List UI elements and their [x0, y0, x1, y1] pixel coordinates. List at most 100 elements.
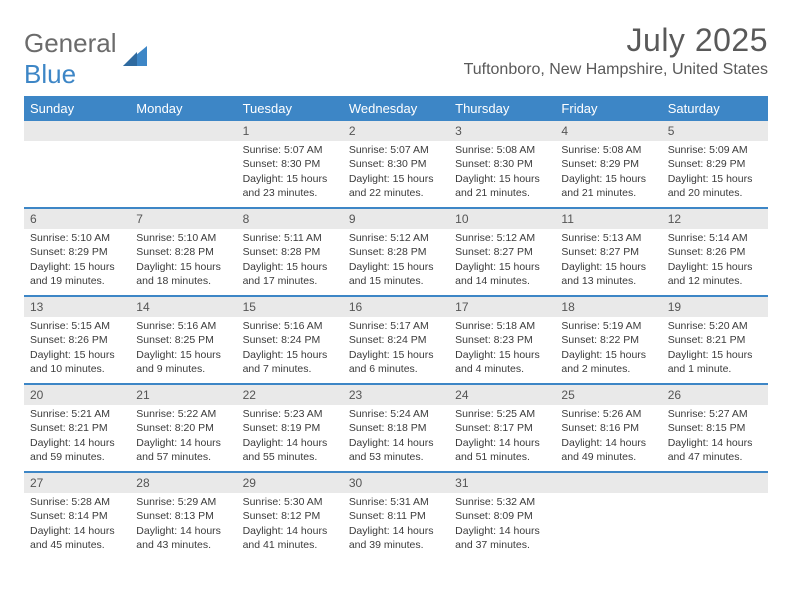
title-block: July 2025 Tuftonboro, New Hampshire, Uni…: [464, 22, 768, 79]
sunrise-text: Sunrise: 5:31 AM: [349, 495, 443, 509]
sunset-text: Sunset: 8:22 PM: [561, 333, 655, 347]
logo: General Blue: [24, 22, 149, 90]
sunrise-text: Sunrise: 5:16 AM: [136, 319, 230, 333]
cell-body: Sunrise: 5:22 AMSunset: 8:20 PMDaylight:…: [130, 405, 236, 468]
day-number: 10: [449, 209, 555, 229]
cell-body: [130, 141, 236, 147]
day-number: 20: [24, 385, 130, 405]
daylight-text: Daylight: 15 hours and 17 minutes.: [243, 260, 337, 288]
daylight-text: Daylight: 14 hours and 41 minutes.: [243, 524, 337, 552]
cell-body: Sunrise: 5:11 AMSunset: 8:28 PMDaylight:…: [237, 229, 343, 292]
day-header-thu: Thursday: [449, 96, 555, 121]
sunrise-text: Sunrise: 5:16 AM: [243, 319, 337, 333]
sunset-text: Sunset: 8:28 PM: [243, 245, 337, 259]
calendar-cell: 22Sunrise: 5:23 AMSunset: 8:19 PMDayligh…: [237, 385, 343, 471]
sunset-text: Sunset: 8:21 PM: [668, 333, 762, 347]
sunrise-text: Sunrise: 5:09 AM: [668, 143, 762, 157]
cell-body: Sunrise: 5:20 AMSunset: 8:21 PMDaylight:…: [662, 317, 768, 380]
day-number: 3: [449, 121, 555, 141]
day-header-mon: Monday: [130, 96, 236, 121]
cell-body: Sunrise: 5:29 AMSunset: 8:13 PMDaylight:…: [130, 493, 236, 556]
daylight-text: Daylight: 15 hours and 14 minutes.: [455, 260, 549, 288]
daylight-text: Daylight: 14 hours and 39 minutes.: [349, 524, 443, 552]
cell-body: Sunrise: 5:16 AMSunset: 8:24 PMDaylight:…: [237, 317, 343, 380]
calendar-cell: 11Sunrise: 5:13 AMSunset: 8:27 PMDayligh…: [555, 209, 661, 295]
day-number: 15: [237, 297, 343, 317]
sunrise-text: Sunrise: 5:24 AM: [349, 407, 443, 421]
cell-body: Sunrise: 5:10 AMSunset: 8:29 PMDaylight:…: [24, 229, 130, 292]
cell-body: Sunrise: 5:10 AMSunset: 8:28 PMDaylight:…: [130, 229, 236, 292]
day-number: 7: [130, 209, 236, 229]
cell-body: Sunrise: 5:08 AMSunset: 8:30 PMDaylight:…: [449, 141, 555, 204]
sunrise-text: Sunrise: 5:30 AM: [243, 495, 337, 509]
sunset-text: Sunset: 8:28 PM: [136, 245, 230, 259]
cell-body: Sunrise: 5:21 AMSunset: 8:21 PMDaylight:…: [24, 405, 130, 468]
daylight-text: Daylight: 15 hours and 21 minutes.: [561, 172, 655, 200]
logo-text-2: Blue: [24, 59, 76, 89]
daylight-text: Daylight: 15 hours and 10 minutes.: [30, 348, 124, 376]
daylight-text: Daylight: 14 hours and 59 minutes.: [30, 436, 124, 464]
calendar-cell: [555, 473, 661, 559]
cell-body: Sunrise: 5:07 AMSunset: 8:30 PMDaylight:…: [237, 141, 343, 204]
cell-body: Sunrise: 5:32 AMSunset: 8:09 PMDaylight:…: [449, 493, 555, 556]
day-number: 17: [449, 297, 555, 317]
calendar-cell: 9Sunrise: 5:12 AMSunset: 8:28 PMDaylight…: [343, 209, 449, 295]
calendar-cell: 17Sunrise: 5:18 AMSunset: 8:23 PMDayligh…: [449, 297, 555, 383]
sunset-text: Sunset: 8:13 PM: [136, 509, 230, 523]
daylight-text: Daylight: 15 hours and 2 minutes.: [561, 348, 655, 376]
daylight-text: Daylight: 15 hours and 20 minutes.: [668, 172, 762, 200]
cell-body: Sunrise: 5:26 AMSunset: 8:16 PMDaylight:…: [555, 405, 661, 468]
cell-body: Sunrise: 5:09 AMSunset: 8:29 PMDaylight:…: [662, 141, 768, 204]
sunset-text: Sunset: 8:19 PM: [243, 421, 337, 435]
day-number: 18: [555, 297, 661, 317]
daylight-text: Daylight: 15 hours and 1 minute.: [668, 348, 762, 376]
daylight-text: Daylight: 15 hours and 19 minutes.: [30, 260, 124, 288]
sunset-text: Sunset: 8:27 PM: [455, 245, 549, 259]
day-number: 23: [343, 385, 449, 405]
calendar-cell: 3Sunrise: 5:08 AMSunset: 8:30 PMDaylight…: [449, 121, 555, 207]
calendar-cell: 6Sunrise: 5:10 AMSunset: 8:29 PMDaylight…: [24, 209, 130, 295]
day-number: 29: [237, 473, 343, 493]
cell-body: Sunrise: 5:28 AMSunset: 8:14 PMDaylight:…: [24, 493, 130, 556]
sunrise-text: Sunrise: 5:13 AM: [561, 231, 655, 245]
weeks-container: 1Sunrise: 5:07 AMSunset: 8:30 PMDaylight…: [24, 121, 768, 559]
day-number: 28: [130, 473, 236, 493]
day-number: 6: [24, 209, 130, 229]
cell-body: [555, 493, 661, 499]
day-number: 5: [662, 121, 768, 141]
week-row: 6Sunrise: 5:10 AMSunset: 8:29 PMDaylight…: [24, 207, 768, 295]
calendar-cell: 7Sunrise: 5:10 AMSunset: 8:28 PMDaylight…: [130, 209, 236, 295]
calendar-cell: 20Sunrise: 5:21 AMSunset: 8:21 PMDayligh…: [24, 385, 130, 471]
sunrise-text: Sunrise: 5:32 AM: [455, 495, 549, 509]
day-header-fri: Friday: [555, 96, 661, 121]
calendar-cell: 15Sunrise: 5:16 AMSunset: 8:24 PMDayligh…: [237, 297, 343, 383]
calendar-cell: 30Sunrise: 5:31 AMSunset: 8:11 PMDayligh…: [343, 473, 449, 559]
sunset-text: Sunset: 8:29 PM: [668, 157, 762, 171]
calendar: Sunday Monday Tuesday Wednesday Thursday…: [24, 96, 768, 559]
day-number: [24, 121, 130, 141]
daylight-text: Daylight: 15 hours and 22 minutes.: [349, 172, 443, 200]
week-row: 27Sunrise: 5:28 AMSunset: 8:14 PMDayligh…: [24, 471, 768, 559]
sunrise-text: Sunrise: 5:21 AM: [30, 407, 124, 421]
cell-body: [662, 493, 768, 499]
calendar-cell: 27Sunrise: 5:28 AMSunset: 8:14 PMDayligh…: [24, 473, 130, 559]
daylight-text: Daylight: 14 hours and 57 minutes.: [136, 436, 230, 464]
sunset-text: Sunset: 8:12 PM: [243, 509, 337, 523]
cell-body: Sunrise: 5:14 AMSunset: 8:26 PMDaylight:…: [662, 229, 768, 292]
sunrise-text: Sunrise: 5:17 AM: [349, 319, 443, 333]
calendar-cell: 12Sunrise: 5:14 AMSunset: 8:26 PMDayligh…: [662, 209, 768, 295]
sunset-text: Sunset: 8:15 PM: [668, 421, 762, 435]
day-header-sat: Saturday: [662, 96, 768, 121]
day-number: 14: [130, 297, 236, 317]
sunrise-text: Sunrise: 5:11 AM: [243, 231, 337, 245]
daylight-text: Daylight: 15 hours and 12 minutes.: [668, 260, 762, 288]
sunrise-text: Sunrise: 5:25 AM: [455, 407, 549, 421]
cell-body: Sunrise: 5:18 AMSunset: 8:23 PMDaylight:…: [449, 317, 555, 380]
day-header-tue: Tuesday: [237, 96, 343, 121]
calendar-cell: 5Sunrise: 5:09 AMSunset: 8:29 PMDaylight…: [662, 121, 768, 207]
daylight-text: Daylight: 15 hours and 21 minutes.: [455, 172, 549, 200]
sunrise-text: Sunrise: 5:07 AM: [349, 143, 443, 157]
sunset-text: Sunset: 8:24 PM: [349, 333, 443, 347]
daylight-text: Daylight: 14 hours and 49 minutes.: [561, 436, 655, 464]
day-number: 24: [449, 385, 555, 405]
